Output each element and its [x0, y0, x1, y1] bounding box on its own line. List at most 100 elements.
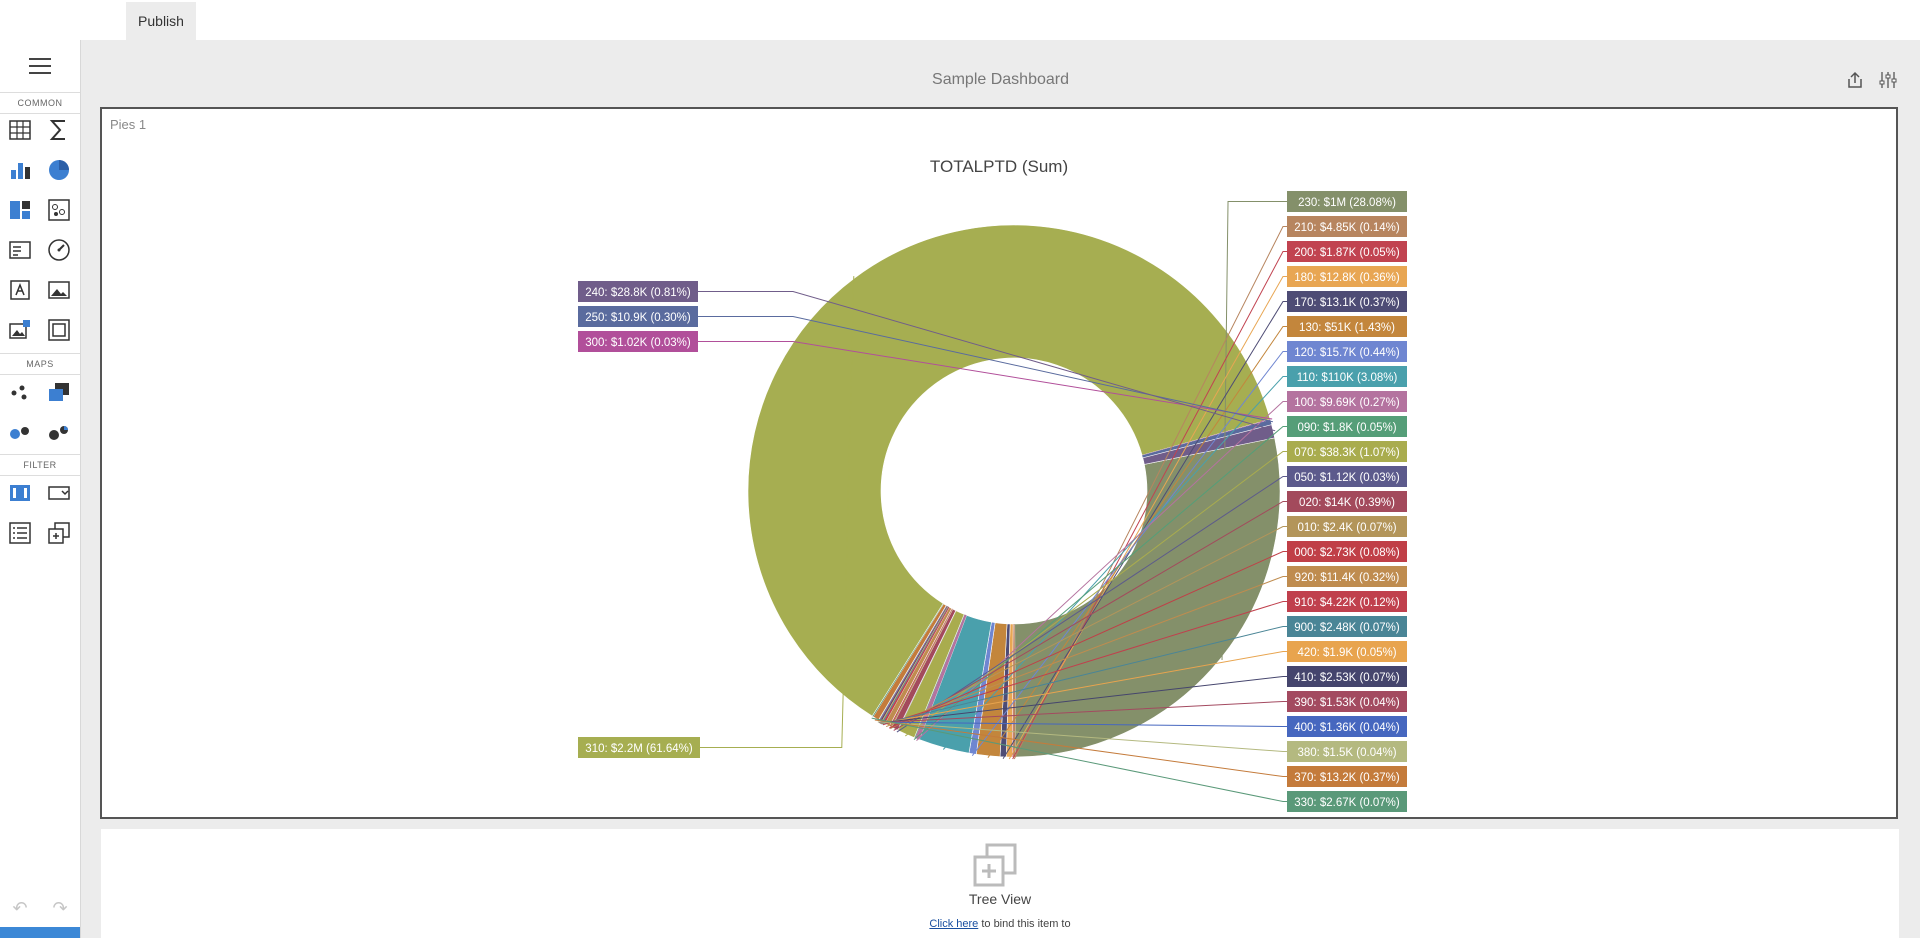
slice-leader-line [874, 719, 1287, 777]
slice-leader-line [871, 717, 1287, 802]
donut-chart: 230: $1M (28.08%) 210: $4.85K (0.14%) 200:… [578, 191, 1407, 812]
slice-label-box [1287, 191, 1407, 212]
tree-view-placeholder-icon [973, 843, 1017, 887]
pie-slice[interactable] [890, 608, 953, 728]
pie-slice[interactable] [882, 606, 949, 723]
range-filter-icon[interactable] [5, 478, 35, 508]
dashboard-title: Sample Dashboard [932, 71, 1069, 88]
bubble-map-icon[interactable] [5, 418, 35, 448]
slice-label-box [1287, 366, 1407, 387]
pie-slice[interactable] [915, 614, 967, 740]
tree-view-title: Tree View [968, 891, 1032, 907]
undo-icon[interactable]: ↶ [12, 898, 28, 918]
slice-label-box [1287, 216, 1407, 237]
slice-leader-line [896, 476, 1287, 733]
panel-label: Pies 1 [110, 117, 147, 132]
slice-label: 910: $4.22K (0.12%) [1294, 597, 1400, 609]
pie-chart-panel[interactable]: Pies 1 TOTALPTD (Sum) 230: $1M (28.08%) 2… [100, 107, 1898, 819]
sum-icon[interactable] [44, 115, 74, 145]
slice-label-box [1287, 441, 1407, 462]
list-box-icon[interactable] [5, 518, 35, 548]
slice-label: 120: $15.7K (0.44%) [1294, 347, 1400, 359]
group-icon[interactable] [44, 315, 74, 345]
menu-icon[interactable] [29, 58, 51, 74]
slice-label: 050: $1.12K (0.03%) [1294, 472, 1400, 484]
slice-label: 410: $2.53K (0.07%) [1294, 672, 1400, 684]
section-common: COMMON [0, 92, 80, 114]
settings-sliders-icon[interactable] [1878, 70, 1898, 90]
pie-map-icon[interactable] [44, 418, 74, 448]
pie-slice[interactable] [747, 224, 1271, 717]
text-box-icon[interactable] [5, 275, 35, 305]
redo-icon[interactable]: ↷ [52, 898, 68, 918]
bind-link[interactable]: Click here [929, 918, 979, 930]
slice-leader-line [882, 601, 1287, 726]
pie-slice[interactable] [1142, 424, 1275, 465]
pie-slice[interactable] [889, 608, 953, 727]
gauge-icon[interactable] [44, 235, 74, 265]
pie-slice[interactable] [883, 606, 950, 724]
slice-leader-line [971, 351, 1287, 757]
pie-slice[interactable] [879, 605, 948, 721]
scatter-icon[interactable] [44, 195, 74, 225]
slice-leader-line [888, 551, 1287, 729]
slice-label-box [1287, 591, 1407, 612]
card-icon[interactable] [5, 235, 35, 265]
slice-leader-line [1013, 226, 1287, 760]
grid-icon[interactable] [5, 115, 35, 145]
slice-label: 300: $1.02K (0.03%) [585, 337, 691, 349]
slice-leader-line [904, 451, 1287, 737]
image-icon[interactable] [44, 275, 74, 305]
slice-label-box [1287, 791, 1407, 812]
publish-button[interactable]: Publish [126, 2, 196, 40]
slice-label-box [1287, 691, 1407, 712]
pie-slice[interactable] [1014, 437, 1281, 758]
dot-map-icon[interactable] [5, 378, 35, 408]
pie-chart-icon[interactable] [44, 155, 74, 185]
image-list-icon[interactable] [5, 315, 35, 345]
slice-label-box [1287, 616, 1407, 637]
slice-label: 390: $1.53K (0.04%) [1294, 697, 1400, 709]
pie-slice[interactable] [872, 603, 944, 717]
pie-slice[interactable] [884, 606, 953, 727]
slice-label: 180: $12.8K (0.36%) [1294, 272, 1400, 284]
pie-slice[interactable] [918, 614, 992, 754]
slice-label-box [1287, 391, 1407, 412]
slice-leader-line [1221, 201, 1287, 660]
slice-label: 310: $2.2M (61.64%) [585, 743, 693, 755]
slice-leader-line [700, 276, 855, 748]
pie-slice[interactable] [1142, 419, 1271, 456]
slice-label: 090: $1.8K (0.05%) [1297, 422, 1396, 434]
slice-label: 010: $2.4K (0.07%) [1297, 522, 1396, 534]
slice-label: 230: $1M (28.08%) [1298, 197, 1396, 209]
combo-box-icon[interactable] [44, 478, 74, 508]
slice-label-box [1287, 741, 1407, 762]
pie-slice[interactable] [881, 606, 949, 722]
slice-label-box [1287, 666, 1407, 687]
slice-label: 900: $2.48K (0.07%) [1294, 622, 1400, 634]
slice-label: 130: $51K (1.43%) [1299, 322, 1395, 334]
slice-label-box [1287, 341, 1407, 362]
slice-leader-line [885, 576, 1287, 728]
slice-leader-line [893, 501, 1287, 731]
slice-label-box [1287, 516, 1407, 537]
pie-slice[interactable] [879, 605, 947, 721]
pie-slice[interactable] [880, 605, 948, 722]
slice-leader-line [878, 721, 1287, 727]
slice-leader-line [880, 651, 1287, 724]
slice-label-box [578, 281, 698, 302]
slice-label: 400: $1.36K (0.04%) [1294, 722, 1400, 734]
slice-label-box [578, 331, 698, 352]
slice-label-box [1287, 241, 1407, 262]
bar-chart-icon[interactable] [5, 155, 35, 185]
treemap-icon[interactable] [5, 195, 35, 225]
choropleth-map-icon[interactable] [44, 378, 74, 408]
slice-label: 250: $10.9K (0.30%) [585, 312, 691, 324]
export-icon[interactable] [1845, 70, 1865, 90]
pie-slice[interactable] [1142, 419, 1272, 458]
tree-view-panel[interactable]: Tree View Click here to bind this item t… [101, 829, 1899, 938]
tree-view-icon[interactable] [44, 518, 74, 548]
slice-leader-line [916, 401, 1287, 742]
slice-label: 100: $9.69K (0.27%) [1294, 397, 1400, 409]
slice-label: 200: $1.87K (0.05%) [1294, 247, 1400, 259]
